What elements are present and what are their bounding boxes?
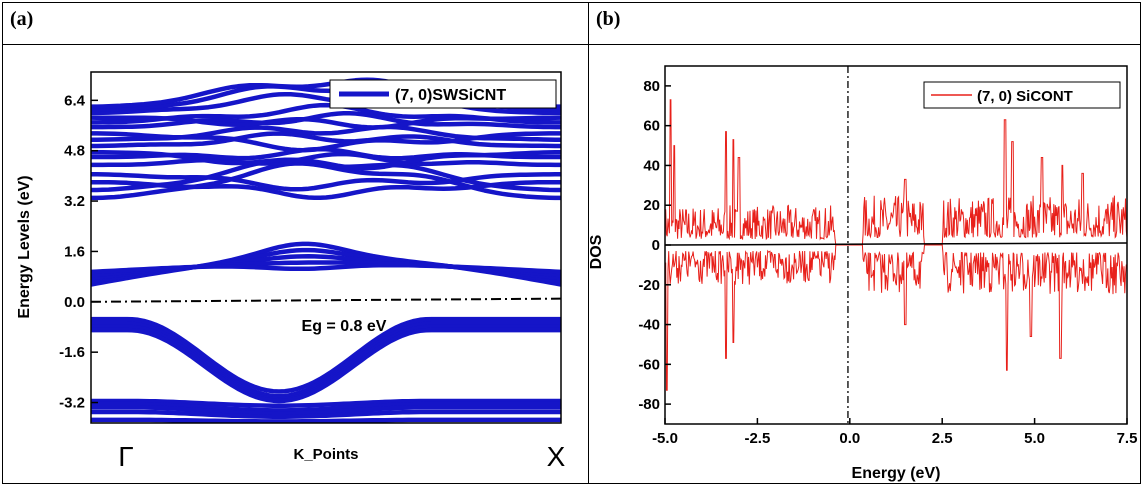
upper-band-10 (91, 111, 561, 130)
band-lines (91, 77, 561, 423)
upper-band-9 (91, 131, 561, 153)
upper-band-3 (91, 172, 561, 192)
upper-band-4 (91, 151, 561, 168)
upper-band-0 (91, 161, 561, 201)
valence-band-4 (91, 327, 561, 404)
y-tick-label-a-3: 1.6 (64, 243, 85, 260)
fermi-level-line (90, 297, 562, 303)
x-tick-label-gamma: Γ (118, 441, 133, 472)
valence-band-6 (91, 401, 561, 413)
valence-band-5 (91, 398, 561, 408)
y-tick-label-a-1: -1.6 (59, 344, 85, 361)
valence-band-9 (91, 417, 561, 423)
upper-band-2 (91, 179, 561, 201)
conduction-band-4 (91, 262, 561, 275)
x-axis-label-a: K_Points (293, 446, 358, 463)
valence-band-8 (91, 409, 561, 419)
plot-area-a (90, 71, 562, 424)
x-tick-label-x: X (547, 441, 566, 472)
band-structure-chart: -3.2 -1.6 0.0 1.6 3.2 4.8 6.4 Energy Levels (e… (16, 71, 566, 472)
panel-a-label: (a) (10, 8, 34, 30)
y-tick-label-a-0: -3.2 (59, 395, 85, 412)
y-tick-label-a-4: 3.2 (64, 193, 85, 210)
y-tick-label-a-6: 6.4 (64, 92, 86, 109)
upper-band-7 (91, 131, 561, 149)
upper-band-6 (91, 150, 561, 171)
y-axis-label-a: Energy Levels (eV) (16, 175, 33, 318)
upper-band-13 (91, 91, 561, 116)
band-gap-annotation: Eg = 0.8 eV (302, 318, 387, 335)
panel-divider (588, 2, 589, 484)
legend-a: (7, 0)SWSiCNT (329, 79, 557, 109)
legend-label-a: (7, 0)SWSiCNT (395, 87, 506, 104)
y-tick-label-a-5: 4.8 (64, 143, 85, 160)
valence-band-7 (91, 405, 561, 416)
header-divider (2, 44, 1141, 45)
panel-b-label: (b) (596, 8, 621, 30)
upper-band-12 (91, 115, 561, 130)
y-axis-a: -3.2 -1.6 0.0 1.6 3.2 4.8 6.4 (59, 92, 98, 412)
y-tick-label-a-2: 0.0 (64, 294, 85, 311)
